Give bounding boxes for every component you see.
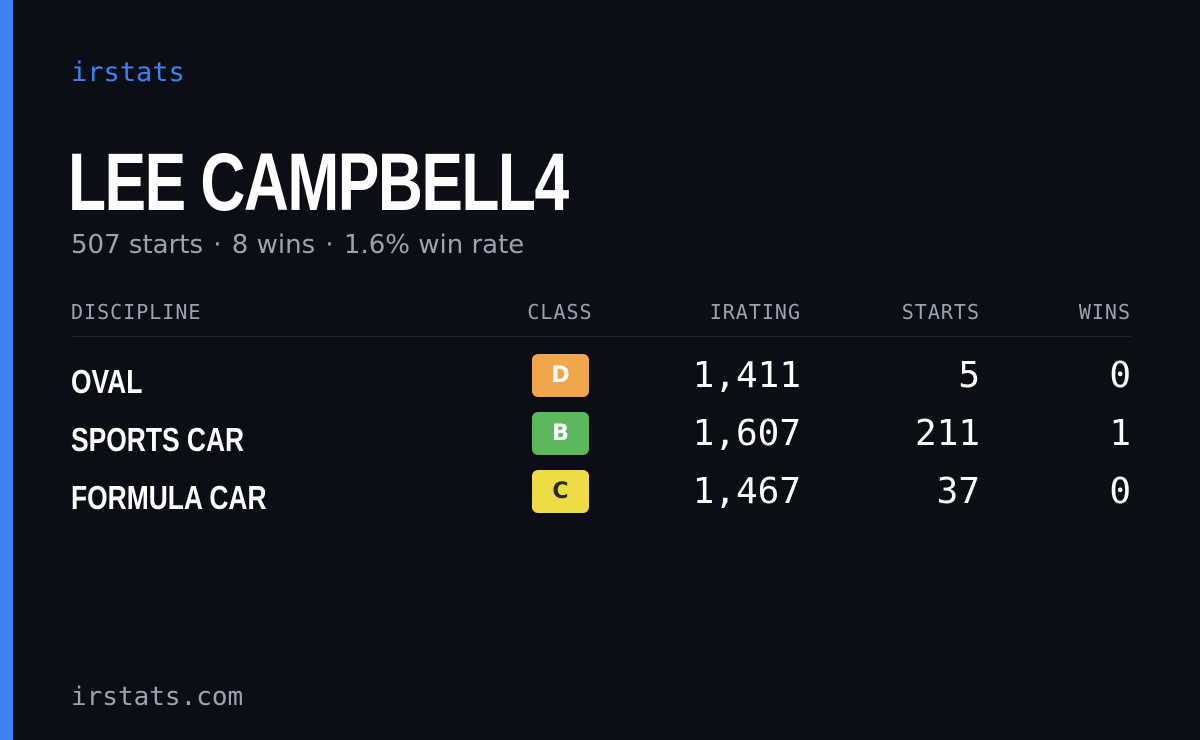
class-badge: C [532, 470, 589, 513]
header-starts: STARTS [901, 300, 980, 324]
class-badge: B [532, 412, 589, 455]
table-row: OVAL D 1,411 5 0 [71, 352, 1131, 410]
irating-value: 1,607 [692, 413, 801, 454]
header-class: CLASS [527, 300, 593, 324]
starts-value: 211 [914, 413, 980, 454]
summary-wins: 8 wins [231, 230, 316, 260]
summary-separator: · [213, 230, 222, 260]
wins-value: 0 [1109, 471, 1131, 512]
summary-win-rate: 1.6% win rate [343, 230, 525, 260]
table-row: SPORTS CAR B 1,607 211 1 [71, 410, 1131, 468]
accent-bar [0, 0, 13, 740]
discipline-name: OVAL [71, 363, 143, 400]
starts-value: 5 [958, 355, 980, 396]
class-badge: D [532, 354, 589, 397]
driver-name: LEE CAMPBELL4 [68, 137, 569, 228]
header-irating: IRATING [709, 300, 801, 324]
discipline-name: FORMULA CAR [71, 479, 267, 516]
footer-domain: irstats.com [71, 682, 244, 712]
header-wins: WINS [1078, 300, 1131, 324]
summary-starts: 507 starts [71, 230, 203, 260]
starts-value: 37 [936, 471, 980, 512]
discipline-name: SPORTS CAR [71, 421, 245, 458]
brand-logo-text: irstats [71, 57, 185, 88]
wins-value: 1 [1109, 413, 1131, 454]
table-header: DISCIPLINE CLASS IRATING STARTS WINS [71, 296, 1131, 337]
discipline-table: DISCIPLINE CLASS IRATING STARTS WINS OVA… [71, 296, 1131, 516]
wins-value: 0 [1109, 355, 1131, 396]
irating-value: 1,467 [692, 471, 801, 512]
table-row: FORMULA CAR C 1,467 37 0 [71, 468, 1131, 526]
driver-summary: 507 starts · 8 wins · 1.6% win rate [71, 228, 524, 262]
table-body: OVAL D 1,411 5 0 SPORTS CAR B 1,607 211 … [71, 352, 1131, 526]
header-discipline: DISCIPLINE [71, 300, 202, 324]
summary-separator: · [325, 230, 334, 260]
irating-value: 1,411 [692, 355, 801, 396]
